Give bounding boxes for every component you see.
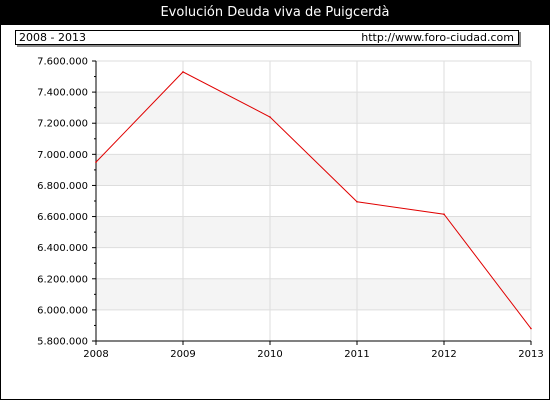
info-box: 2008 - 2013 http://www.foro-ciudad.com [15,30,519,45]
y-tick-label: 6.200.000 [37,274,88,285]
y-tick-label: 6.800.000 [37,181,88,192]
plot-band [96,92,531,124]
y-tick-label: 7.600.000 [37,57,88,68]
data-point [182,71,184,73]
plot-bands [96,61,531,341]
series-layer [95,71,532,330]
y-tick-label: 7.200.000 [37,119,88,130]
data-point [530,327,532,330]
y-tick-label: 7.400.000 [37,88,88,99]
chart-title: Evolución Deuda viva de Puigcerdà [1,1,549,25]
period-label: 2008 - 2013 [19,31,86,44]
y-tick-label: 6.600.000 [37,212,88,223]
x-tick-label: 2010 [257,349,282,360]
series-line [95,71,532,329]
data-point [356,200,358,203]
y-axis-ticks: 5.800.000 6.000.000 6.200.000 6.400.000 6.60… [37,57,96,348]
plot-band [96,278,531,310]
plot-band [96,216,531,248]
y-tick-label: 6.000.000 [37,305,88,316]
data-point [95,161,97,163]
x-tick-label: 2012 [431,349,456,360]
data-point [269,116,271,118]
y-tick-label: 6.400.000 [37,243,88,254]
x-tick-label: 2008 [83,349,108,360]
y-tick-label: 5.800.000 [37,337,88,348]
source-link[interactable]: http://www.foro-ciudad.com [361,31,514,44]
x-tick-label: 2009 [170,349,195,360]
x-axis-ticks: 2008 2009 2010 2011 2012 2013 [83,341,544,360]
x-tick-label: 2011 [344,349,369,360]
data-point [443,213,445,216]
x-tick-label: 2013 [518,349,543,360]
y-tick-label: 7.000.000 [37,150,88,161]
